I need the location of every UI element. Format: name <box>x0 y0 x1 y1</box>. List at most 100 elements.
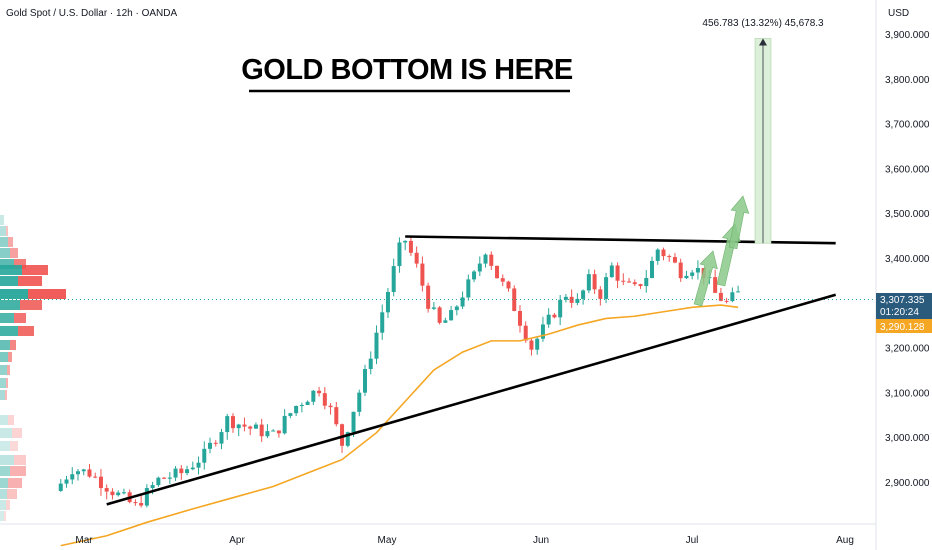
candle-body <box>632 282 637 285</box>
candle-body <box>87 469 92 477</box>
candle-body <box>391 266 396 292</box>
price-axis-label[interactable]: 3,600.000 <box>885 164 930 175</box>
profile-bar-down <box>10 248 18 258</box>
candle-body <box>70 474 75 480</box>
price-axis-label[interactable]: 3,700.000 <box>885 120 930 131</box>
candle-body <box>713 277 718 293</box>
candle-body <box>736 291 741 293</box>
price-axis-label[interactable]: 3,400.000 <box>885 254 930 265</box>
profile-bar-down <box>4 511 6 521</box>
headline-text: GOLD BOTTOM IS HERE <box>241 54 573 86</box>
candle-body <box>684 275 689 279</box>
candle-body <box>276 430 281 434</box>
candle-body <box>139 502 144 506</box>
time-axis-label[interactable]: Apr <box>229 535 245 546</box>
candle-body <box>581 290 586 299</box>
forecast-arrow-1 <box>693 250 718 307</box>
price-axis-label[interactable]: 3,100.000 <box>885 388 930 399</box>
profile-bar-up <box>0 415 8 425</box>
profile-bar-up <box>0 478 8 488</box>
profile-bar-down <box>7 489 17 499</box>
profile-bar-down <box>8 478 22 488</box>
candle-body <box>575 298 580 303</box>
candle-body <box>495 265 500 279</box>
candle-body <box>144 488 149 506</box>
profile-bar-up <box>0 428 12 438</box>
candle-body <box>695 268 700 273</box>
candle-body <box>282 415 287 434</box>
candle-body <box>311 390 316 402</box>
candle-body <box>644 277 649 287</box>
symbol-header[interactable]: Gold Spot / U.S. Dollar · 12h · OANDA <box>6 8 178 19</box>
candle-body <box>351 411 356 433</box>
price-axis-label[interactable]: 3,200.000 <box>885 344 930 355</box>
profile-bar-down <box>6 378 8 388</box>
profile-bar-down <box>10 466 26 476</box>
candle-body <box>546 314 551 325</box>
candle-body <box>408 240 413 253</box>
profile-bar-up <box>0 441 10 451</box>
profile-bar-down <box>8 352 12 362</box>
candle-body <box>288 413 293 416</box>
candle-body <box>724 300 729 302</box>
candle-body <box>535 338 540 350</box>
candle-body <box>621 280 626 282</box>
candle-body <box>523 325 528 341</box>
time-axis-labels[interactable]: Mar Apr May Jun Jul Aug <box>75 535 854 546</box>
volume-profile <box>0 215 66 521</box>
candle-body <box>529 340 534 350</box>
candle-body <box>380 312 385 333</box>
candle-body <box>334 407 339 425</box>
time-axis-label[interactable]: Aug <box>836 535 854 546</box>
profile-bar-down <box>10 441 18 451</box>
profile-bar-up <box>0 313 14 323</box>
rising-support-trendline[interactable] <box>106 293 837 506</box>
profile-bar-down <box>14 313 26 323</box>
candle-body <box>690 272 695 276</box>
price-axis-label[interactable]: 3,800.000 <box>885 75 930 86</box>
candle-body <box>363 369 367 393</box>
candle-body <box>179 468 184 474</box>
profile-bar-down <box>20 300 42 310</box>
profile-bar-down <box>6 226 8 236</box>
candle-body <box>230 416 235 429</box>
profile-bar-up <box>0 289 28 299</box>
candle-body <box>512 288 517 311</box>
time-axis-label[interactable]: May <box>378 535 397 546</box>
time-axis-label[interactable]: Jun <box>533 535 549 546</box>
candle-body <box>466 279 471 298</box>
profile-bar-down <box>8 237 13 247</box>
candle-body <box>219 432 224 444</box>
time-axis-label[interactable]: Mar <box>75 535 93 546</box>
candle-body <box>431 307 436 309</box>
candle-body <box>397 242 402 267</box>
candle-body <box>64 479 69 484</box>
candle-body <box>76 471 80 475</box>
time-axis-label[interactable]: Jul <box>686 535 699 546</box>
candle-body <box>586 274 591 291</box>
currency-label[interactable]: USD <box>888 8 909 19</box>
candle-body <box>385 291 390 313</box>
profile-bar-down <box>5 390 7 400</box>
profile-bar-down <box>8 415 14 425</box>
candle-body <box>443 320 448 323</box>
candle-body <box>730 292 735 302</box>
candle-body <box>299 404 304 406</box>
ma-price-tag: 3,290.128 <box>876 319 932 333</box>
price-axis-label[interactable]: 3,900.000 <box>885 30 930 41</box>
price-axis-label[interactable]: 3,000.000 <box>885 433 930 444</box>
candle-body <box>540 324 545 339</box>
candle-body <box>317 390 322 394</box>
bar-countdown: 01:20:24 <box>880 307 919 318</box>
candle-body <box>58 483 63 491</box>
candle-body <box>81 469 86 472</box>
price-axis-labels[interactable]: 3,900.000 3,800.000 3,700.000 3,600.000 3,50… <box>885 30 930 489</box>
measure-arrow-head <box>759 38 767 46</box>
price-axis-label[interactable]: 3,500.000 <box>885 209 930 220</box>
candle-body <box>185 469 190 474</box>
candle-body <box>93 476 98 478</box>
price-axis-label[interactable]: 2,900.000 <box>885 478 930 489</box>
candle-body <box>552 314 557 318</box>
